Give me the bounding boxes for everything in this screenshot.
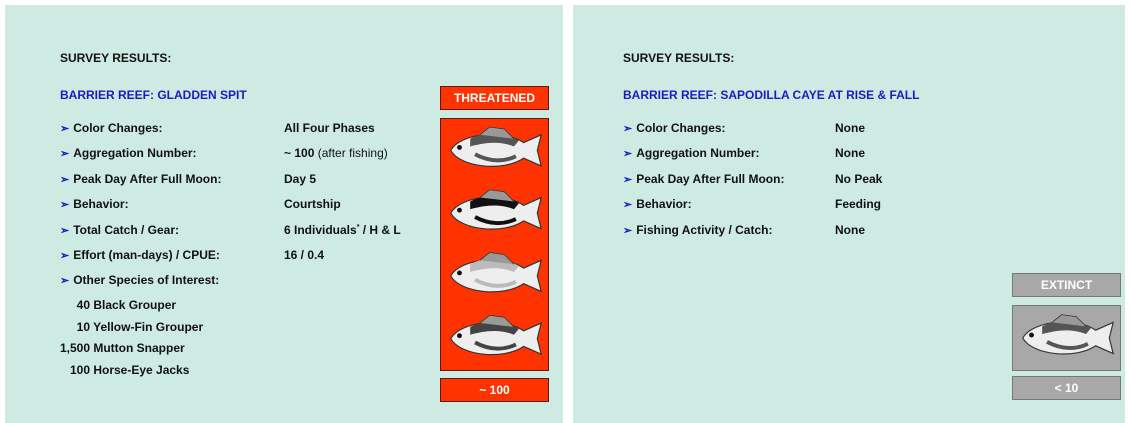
bullet-icon: ➢ [623,123,632,135]
bullet-icon: ➢ [60,199,69,211]
site-name: BARRIER REEF: GLADDEN SPIT [60,88,247,102]
value-text: 16 / 0.4 [284,248,324,262]
row-label: ➢ Peak Day After Full Moon: [60,172,221,186]
row-value: Courtship [284,197,341,211]
bullet-icon: ➢ [623,148,632,160]
row-value: None [835,121,865,135]
row-label: ➢ Aggregation Number: [623,146,760,160]
label-text: Peak Day After Full Moon: [636,172,784,186]
value-text: Day 5 [284,172,316,186]
row-value: None [835,223,865,237]
site-name: BARRIER REEF: SAPODILLA CAYE AT RISE & F… [623,88,919,102]
bullet-icon: ➢ [60,174,69,186]
row-value: Day 5 [284,172,316,186]
left-panel: SURVEY RESULTS: BARRIER REEF: GLADDEN SPI… [5,5,563,423]
value-text: No Peak [835,172,882,186]
value-text: Courtship [284,197,341,211]
count-badge: < 10 [1012,376,1121,400]
species-count: 40 [46,298,90,312]
value-text: None [835,223,865,237]
status-badge: EXTINCT [1012,273,1121,297]
label-text: Total Catch / Gear: [73,223,179,237]
label-text: Peak Day After Full Moon: [73,172,221,186]
row-value: 6 Individuals* / H & L [284,223,401,237]
species-item: 40 Black Grouper [46,298,176,312]
row-label: ➢ Color Changes: [60,121,163,135]
label-text: Other Species of Interest: [73,273,219,287]
value-text: None [835,146,865,160]
label-text: Behavior: [73,197,128,211]
right-panel: SURVEY RESULTS: BARRIER REEF: SAPODILLA C… [573,5,1125,423]
value-text: (after fishing) [314,146,387,160]
species-item: 1,500 Mutton Snapper [46,341,185,355]
fish-illustration [441,119,548,370]
value-text: Feeding [835,197,881,211]
species-count: 1,500 [46,341,90,355]
row-label: ➢ Color Changes: [623,121,726,135]
label-text: Fishing Activity / Catch: [636,223,772,237]
row-value: ~ 100 (after fishing) [284,146,388,160]
row-value: Feeding [835,197,881,211]
species-count: 10 [46,320,90,334]
label-text: Color Changes: [73,121,162,135]
status-badge: THREATENED [440,86,549,110]
species-name: Yellow-Fin Grouper [93,320,203,334]
bullet-icon: ➢ [623,225,632,237]
species-item: 10 Yellow-Fin Grouper [46,320,203,334]
species-name: Horse-Eye Jacks [93,363,189,377]
value-text: / H & L [359,223,400,237]
heading: SURVEY RESULTS: [623,51,734,65]
value-text: 6 Individuals [284,223,357,237]
row-label: ➢ Total Catch / Gear: [60,223,179,237]
label-text: Behavior: [636,197,691,211]
row-label: ➢ Behavior: [60,197,129,211]
bullet-icon: ➢ [60,123,69,135]
count-badge: ~ 100 [440,378,549,402]
row-label: ➢ Fishing Activity / Catch: [623,223,772,237]
label-text: Aggregation Number: [73,146,196,160]
label-text: Effort (man-days) / CPUE: [73,248,220,262]
bullet-icon: ➢ [60,148,69,160]
row-label: ➢ Effort (man-days) / CPUE: [60,248,220,262]
label-text: Color Changes: [636,121,725,135]
species-count: 100 [46,363,90,377]
value-text: All Four Phases [284,121,375,135]
species-name: Black Grouper [93,298,176,312]
fish-image [440,118,549,371]
page: SURVEY RESULTS: BARRIER REEF: GLADDEN SPI… [0,0,1130,423]
fish-illustration [1013,306,1120,370]
fish-image [1012,305,1121,371]
species-name: Mutton Snapper [93,341,184,355]
row-value: No Peak [835,172,882,186]
row-label: ➢ Behavior: [623,197,692,211]
bullet-icon: ➢ [623,199,632,211]
row-value: None [835,146,865,160]
row-label: ➢ Other Species of Interest: [60,273,219,287]
heading: SURVEY RESULTS: [60,51,171,65]
bullet-icon: ➢ [623,174,632,186]
species-item: 100 Horse-Eye Jacks [46,363,189,377]
row-label: ➢ Peak Day After Full Moon: [623,172,784,186]
bullet-icon: ➢ [60,250,69,262]
bullet-icon: ➢ [60,225,69,237]
row-value: 16 / 0.4 [284,248,324,262]
bullet-icon: ➢ [60,275,69,287]
row-value: All Four Phases [284,121,375,135]
value-text: ~ 100 [284,146,314,160]
value-text: None [835,121,865,135]
row-label: ➢ Aggregation Number: [60,146,197,160]
label-text: Aggregation Number: [636,146,759,160]
